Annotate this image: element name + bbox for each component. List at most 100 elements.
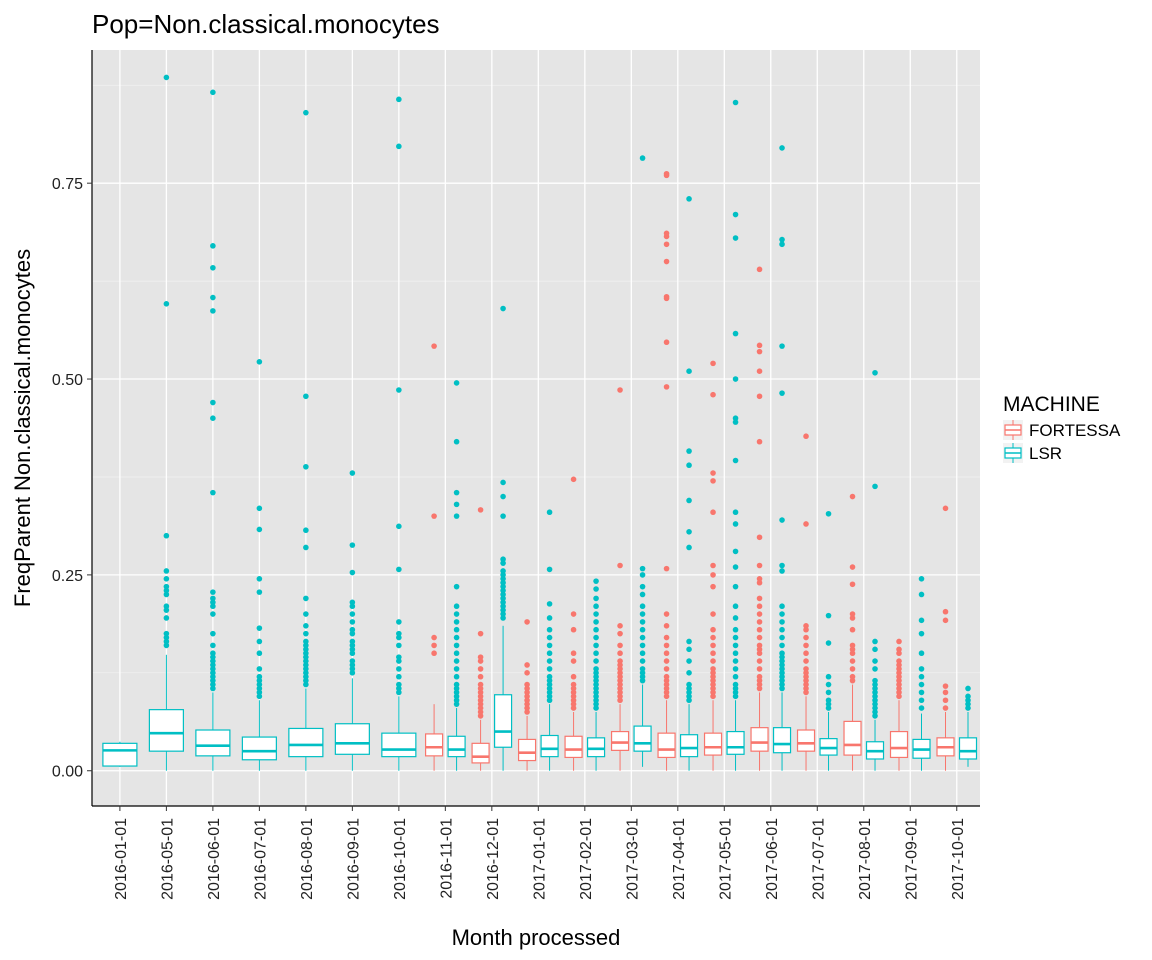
outlier-point bbox=[872, 638, 878, 645]
outlier-point bbox=[546, 681, 553, 688]
outlier-point bbox=[524, 681, 530, 688]
outlier-point bbox=[756, 393, 763, 400]
outlier-point bbox=[210, 489, 216, 496]
x-tick-label: 2017-05-01 bbox=[717, 818, 734, 900]
outlier-point bbox=[524, 693, 530, 700]
outlier-point bbox=[546, 673, 553, 680]
x-tick-label: 2016-09-01 bbox=[345, 818, 362, 900]
outlier-point bbox=[500, 607, 506, 613]
outlier-point bbox=[872, 658, 878, 664]
outlier-point bbox=[663, 611, 670, 617]
outlier-point bbox=[639, 603, 646, 610]
outlier-point bbox=[210, 595, 216, 602]
outlier-point bbox=[570, 476, 577, 483]
outlier-point bbox=[593, 611, 599, 617]
outlier-point bbox=[825, 673, 832, 680]
outlier-point bbox=[872, 681, 878, 688]
outlier-point bbox=[453, 501, 460, 508]
outlier-point bbox=[500, 572, 506, 578]
box-lsr-2017-05-01 bbox=[726, 99, 745, 771]
box-fortessa-2017-10-01 bbox=[936, 505, 955, 771]
outlier-point bbox=[686, 196, 692, 202]
outlier-point bbox=[303, 670, 309, 676]
outlier-point bbox=[256, 673, 263, 680]
outlier-point bbox=[872, 697, 878, 704]
outlier-point bbox=[872, 685, 878, 692]
outlier-point bbox=[756, 595, 763, 602]
outlier-point bbox=[732, 650, 739, 657]
outlier-point bbox=[453, 701, 460, 707]
box-fortessa-2016-12-01 bbox=[471, 507, 490, 771]
outlier-point bbox=[500, 583, 506, 590]
outlier-point bbox=[756, 619, 763, 625]
outlier-point bbox=[163, 603, 170, 610]
y-tick-label: 0.00 bbox=[52, 764, 83, 781]
x-tick-label: 2016-10-01 bbox=[392, 818, 409, 900]
outlier-point bbox=[756, 666, 763, 672]
outlier-point bbox=[663, 258, 670, 265]
outlier-point bbox=[500, 568, 506, 574]
outlier-point bbox=[210, 611, 216, 617]
outlier-point bbox=[210, 294, 216, 301]
outlier-point bbox=[617, 697, 623, 704]
outlier-point bbox=[849, 646, 856, 653]
x-tick-label: 2016-01-01 bbox=[113, 818, 130, 900]
outlier-point bbox=[546, 666, 553, 672]
outlier-point bbox=[756, 603, 763, 610]
outlier-point bbox=[896, 685, 902, 692]
outlier-point bbox=[779, 666, 785, 672]
outlier-point bbox=[896, 646, 902, 653]
outlier-point bbox=[477, 654, 484, 660]
outlier-point bbox=[756, 634, 763, 641]
outlier-point bbox=[256, 638, 263, 645]
outlier-point bbox=[732, 615, 739, 621]
outlier-point bbox=[965, 705, 971, 711]
x-tick-label: 2017-02-01 bbox=[578, 818, 595, 900]
outlier-point bbox=[710, 470, 716, 476]
outlier-point bbox=[686, 529, 692, 535]
outlier-point bbox=[896, 693, 902, 700]
outlier-point bbox=[756, 579, 763, 586]
outlier-point bbox=[303, 666, 309, 672]
box-fortessa-2017-02-01 bbox=[564, 476, 583, 771]
outlier-point bbox=[524, 701, 530, 707]
outlier-point bbox=[663, 689, 670, 696]
box-body bbox=[195, 729, 231, 757]
outlier-point bbox=[500, 587, 506, 594]
outlier-point bbox=[663, 658, 670, 664]
outlier-point bbox=[303, 646, 309, 653]
outlier-point bbox=[639, 591, 646, 598]
outlier-point bbox=[524, 619, 530, 625]
outlier-point bbox=[686, 697, 692, 704]
outlier-point bbox=[732, 693, 739, 700]
outlier-point bbox=[256, 689, 263, 696]
outlier-point bbox=[210, 599, 216, 606]
outlier-point bbox=[163, 615, 170, 621]
outlier-point bbox=[163, 591, 170, 598]
outlier-point bbox=[663, 293, 670, 300]
outlier-point bbox=[256, 677, 263, 684]
outlier-point bbox=[663, 685, 670, 692]
outlier-point bbox=[756, 626, 763, 633]
outlier-point bbox=[756, 576, 763, 582]
outlier-point bbox=[825, 689, 832, 696]
outlier-point bbox=[663, 642, 670, 649]
outlier-point bbox=[163, 576, 170, 582]
outlier-point bbox=[803, 623, 809, 629]
outlier-point bbox=[593, 705, 599, 711]
outlier-point bbox=[756, 562, 763, 569]
outlier-point bbox=[639, 673, 646, 680]
outlier-point bbox=[849, 658, 856, 664]
outlier-point bbox=[896, 650, 902, 657]
x-tick-label: 2017-07-01 bbox=[810, 818, 827, 900]
box-body bbox=[517, 738, 537, 762]
outlier-point bbox=[849, 564, 856, 570]
outlier-point bbox=[965, 693, 971, 700]
outlier-point bbox=[663, 230, 670, 237]
outlier-point bbox=[570, 689, 577, 696]
outlier-point bbox=[303, 527, 309, 534]
outlier-point bbox=[396, 566, 402, 573]
outlier-point bbox=[710, 642, 716, 649]
outlier-point bbox=[303, 109, 309, 116]
outlier-point bbox=[431, 642, 437, 649]
